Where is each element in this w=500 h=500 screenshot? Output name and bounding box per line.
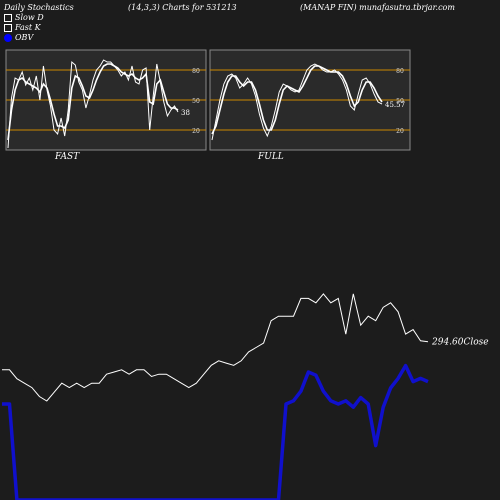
- legend-fast-k: Fast K: [4, 23, 41, 32]
- chart-header-left: Daily Stochastics: [4, 3, 74, 12]
- full-last-value-label: 45.57: [385, 101, 405, 109]
- fast-tick-label-80: 80: [192, 68, 200, 75]
- full-tick-label-50: 50: [396, 98, 404, 105]
- full-tick-label-80: 80: [396, 68, 404, 75]
- close-price-line: [2, 293, 429, 402]
- fast-series-line-1: [7, 63, 179, 141]
- chart-header-center: (14,3,3) Charts for 531213: [128, 3, 237, 12]
- fast-k-swatch-icon: [4, 24, 12, 32]
- fast-last-value-label: 38: [181, 109, 190, 117]
- full-tick-label-20: 20: [396, 128, 404, 135]
- slow-d-swatch-icon: [4, 14, 12, 22]
- legend-slow-d: Slow D: [4, 13, 44, 22]
- obv-line: [2, 363, 429, 500]
- legend-obv-label: OBV: [15, 33, 34, 42]
- fast-tick-label-20: 20: [192, 128, 200, 135]
- legend-slow-d-label: Slow D: [15, 13, 44, 22]
- fast-panel-title: FAST: [55, 152, 80, 162]
- legend-fast-k-label: Fast K: [15, 23, 41, 32]
- fast-series-line-0: [7, 59, 179, 149]
- fast-tick-label-50: 50: [192, 98, 200, 105]
- close-last-value-label: 294.60Close: [431, 338, 489, 348]
- full-series-line-1: [211, 65, 383, 135]
- chart-header-right: (MANAP FIN) munafasutra.tbrjar.com: [300, 3, 455, 12]
- obv-swatch-icon: [4, 34, 12, 42]
- full-panel-title: FULL: [258, 152, 284, 162]
- legend-obv: OBV: [4, 33, 33, 42]
